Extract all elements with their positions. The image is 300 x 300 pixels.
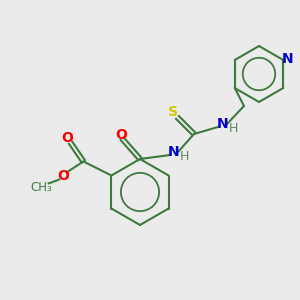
Text: N: N xyxy=(168,145,180,159)
Text: N: N xyxy=(217,117,229,131)
Text: O: O xyxy=(115,128,127,142)
Text: O: O xyxy=(58,169,69,182)
Text: N: N xyxy=(281,52,293,66)
Text: O: O xyxy=(61,130,74,145)
Text: H: H xyxy=(228,122,238,134)
Text: CH₃: CH₃ xyxy=(31,181,52,194)
Text: H: H xyxy=(179,149,189,163)
Text: S: S xyxy=(168,105,178,119)
